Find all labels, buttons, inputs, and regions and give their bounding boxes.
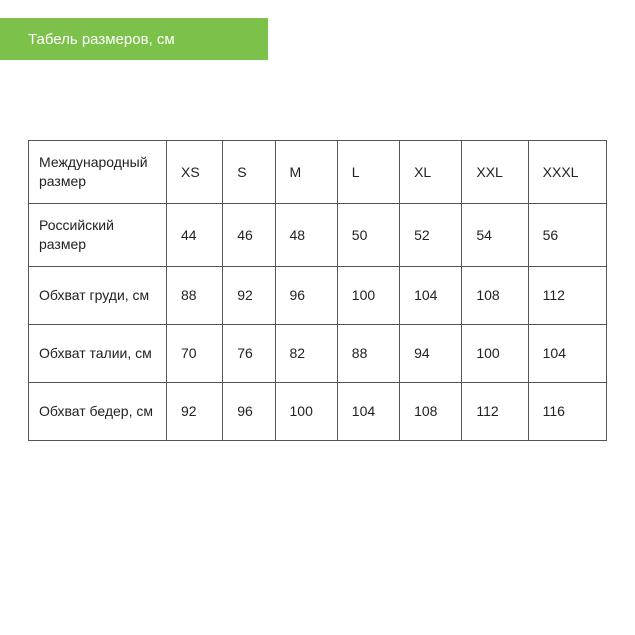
table-cell: 108 <box>400 382 462 440</box>
table-cell: 88 <box>167 266 223 324</box>
table-row: Российский размер 44 46 48 50 52 54 56 <box>29 203 607 266</box>
table-row: Обхват талии, см 70 76 82 88 94 100 104 <box>29 324 607 382</box>
table-cell: 96 <box>275 266 337 324</box>
table-row: Обхват груди, см 88 92 96 100 104 108 11… <box>29 266 607 324</box>
table-cell: 116 <box>528 382 606 440</box>
table-cell: XXL <box>462 141 528 204</box>
size-chart-header: Табель размеров, см <box>0 18 268 60</box>
table-cell: 104 <box>337 382 399 440</box>
table-cell: 96 <box>223 382 275 440</box>
table-cell: 100 <box>337 266 399 324</box>
table-row: Обхват бедер, см 92 96 100 104 108 112 1… <box>29 382 607 440</box>
table-cell: 48 <box>275 203 337 266</box>
table-cell: L <box>337 141 399 204</box>
size-chart-table: Международный размер XS S M L XL XXL XXX… <box>28 140 607 441</box>
table-cell: 112 <box>462 382 528 440</box>
table-cell: 54 <box>462 203 528 266</box>
table-cell: 104 <box>400 266 462 324</box>
table-cell: 56 <box>528 203 606 266</box>
table-cell: 100 <box>275 382 337 440</box>
row-label: Обхват талии, см <box>29 324 167 382</box>
table-cell: 50 <box>337 203 399 266</box>
table-cell: 70 <box>167 324 223 382</box>
table-cell: 112 <box>528 266 606 324</box>
row-label: Российский размер <box>29 203 167 266</box>
table-cell: 82 <box>275 324 337 382</box>
table-cell: 52 <box>400 203 462 266</box>
table-cell: XS <box>167 141 223 204</box>
table-cell: 104 <box>528 324 606 382</box>
table-cell: 44 <box>167 203 223 266</box>
table-cell: XXXL <box>528 141 606 204</box>
size-chart-table-wrap: Международный размер XS S M L XL XXL XXX… <box>28 140 607 441</box>
table-cell: 92 <box>223 266 275 324</box>
table-cell: 94 <box>400 324 462 382</box>
row-label: Международный размер <box>29 141 167 204</box>
table-cell: 108 <box>462 266 528 324</box>
table-cell: XL <box>400 141 462 204</box>
table-cell: 88 <box>337 324 399 382</box>
table-cell: 100 <box>462 324 528 382</box>
table-cell: S <box>223 141 275 204</box>
table-row: Международный размер XS S M L XL XXL XXX… <box>29 141 607 204</box>
row-label: Обхват бедер, см <box>29 382 167 440</box>
table-cell: M <box>275 141 337 204</box>
table-cell: 46 <box>223 203 275 266</box>
row-label: Обхват груди, см <box>29 266 167 324</box>
table-cell: 76 <box>223 324 275 382</box>
table-cell: 92 <box>167 382 223 440</box>
